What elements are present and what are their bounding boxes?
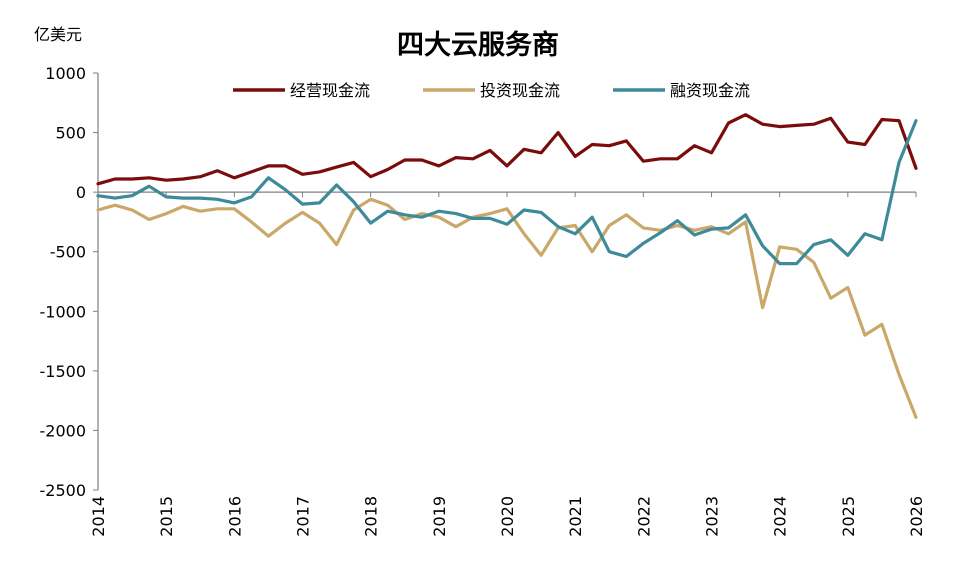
series-line-2 xyxy=(96,197,918,419)
legend-label-2: 投资现金流 xyxy=(480,81,560,100)
y-axis-ticks: 1000 500 0 -500 -1000 -1500 -2000 -2500 xyxy=(40,64,98,500)
y-tick-label: -2000 xyxy=(40,421,87,440)
x-tick-label: 2017 xyxy=(294,496,313,537)
series-lines xyxy=(96,113,918,419)
x-tick-label: 2019 xyxy=(430,496,449,537)
y-axis-unit: 亿美元 xyxy=(34,25,82,44)
axes xyxy=(97,73,916,490)
legend-label-3: 融资现金流 xyxy=(670,81,750,100)
y-tick-label: -2500 xyxy=(40,481,87,500)
x-axis-ticks: 2014 2015 2016 2017 2018 2019 2020 2021 2022 2023… xyxy=(89,192,926,537)
x-tick-label: 2015 xyxy=(157,496,176,537)
x-tick-label: 2026 xyxy=(907,496,926,537)
y-tick-label: 1000 xyxy=(45,64,86,83)
x-tick-label: 2025 xyxy=(839,496,858,537)
series-line-3 xyxy=(96,119,918,266)
x-tick-label: 2020 xyxy=(498,496,517,537)
y-tick-label: -1000 xyxy=(40,302,87,321)
legend: 经营现金流 投资现金流 融资现金流 xyxy=(233,81,750,100)
y-tick-label: -1500 xyxy=(40,362,87,381)
y-tick-label: -500 xyxy=(50,243,86,262)
y-tick-label: 500 xyxy=(55,124,86,143)
x-tick-label: 2024 xyxy=(771,496,790,537)
x-tick-label: 2014 xyxy=(89,496,108,537)
x-tick-label: 2023 xyxy=(703,496,722,537)
x-tick-label: 2016 xyxy=(225,496,244,537)
x-tick-label: 2018 xyxy=(362,496,381,537)
legend-label-1: 经营现金流 xyxy=(290,81,370,100)
series-line-1 xyxy=(96,113,918,186)
chart-title: 四大云服务商 xyxy=(397,30,559,61)
y-tick-label: 0 xyxy=(76,183,86,202)
x-tick-label: 2022 xyxy=(634,496,653,537)
x-tick-label: 2021 xyxy=(566,496,585,537)
